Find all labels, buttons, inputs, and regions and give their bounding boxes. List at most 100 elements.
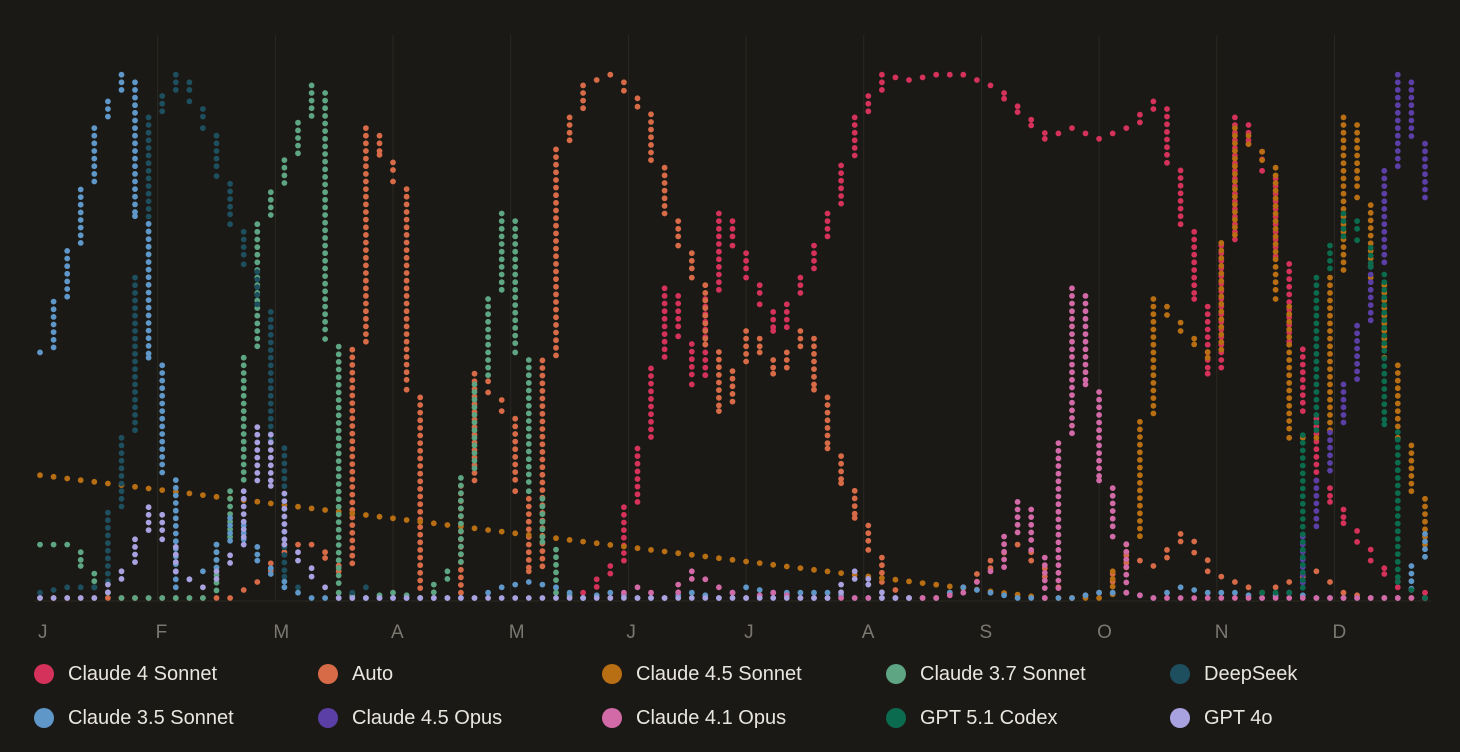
- data-point: [227, 488, 234, 495]
- data-point: [1286, 402, 1293, 409]
- data-point: [172, 559, 179, 565]
- data-point: [512, 302, 519, 308]
- data-point: [132, 186, 138, 193]
- data-point: [1313, 477, 1320, 484]
- data-point: [363, 193, 369, 200]
- data-point: [1041, 595, 1048, 601]
- data-point: [417, 547, 424, 553]
- data-point: [688, 250, 695, 257]
- x-tick-label: M: [509, 622, 525, 643]
- data-point: [335, 366, 342, 373]
- data-point: [1313, 454, 1320, 460]
- data-point: [132, 178, 138, 185]
- data-point: [553, 199, 559, 206]
- data-point: [91, 570, 98, 577]
- data-point: [1109, 515, 1116, 522]
- data-point: [539, 548, 546, 554]
- data-point: [688, 257, 695, 264]
- data-point: [1394, 436, 1401, 443]
- data-point: [1055, 493, 1062, 500]
- data-point: [743, 358, 749, 365]
- data-point: [145, 190, 152, 197]
- data-point: [267, 347, 274, 353]
- data-point: [254, 228, 261, 235]
- data-point: [1014, 514, 1021, 520]
- data-point: [1137, 510, 1143, 517]
- data-point: [254, 251, 261, 258]
- data-point: [1381, 259, 1388, 266]
- data-point: [240, 495, 247, 502]
- data-point: [634, 103, 641, 110]
- data-point: [349, 362, 356, 368]
- data-point: [702, 372, 709, 379]
- data-point: [132, 274, 138, 281]
- data-point: [458, 551, 464, 557]
- legend-swatch: [602, 708, 622, 728]
- data-point: [1381, 393, 1388, 400]
- data-point: [1394, 543, 1401, 550]
- data-point: [1299, 408, 1306, 414]
- data-point: [1327, 579, 1333, 585]
- data-point: [621, 511, 627, 518]
- data-point: [64, 584, 71, 591]
- data-point: [851, 510, 858, 517]
- data-point: [1137, 502, 1143, 509]
- data-point: [1069, 354, 1075, 360]
- data-point: [37, 541, 43, 548]
- data-point: [159, 93, 166, 99]
- data-point: [621, 543, 627, 550]
- data-point: [1232, 193, 1238, 200]
- legend-label: GPT 5.1 Codex: [920, 706, 1058, 729]
- data-point: [525, 549, 532, 556]
- data-point: [648, 126, 654, 133]
- data-point: [1299, 432, 1306, 438]
- data-point: [1041, 585, 1048, 591]
- data-point: [145, 354, 152, 361]
- data-point: [132, 351, 138, 357]
- data-point: [1232, 155, 1238, 162]
- data-point: [498, 248, 505, 255]
- data-point: [145, 297, 152, 303]
- data-point: [349, 453, 356, 460]
- data-point: [254, 343, 261, 350]
- data-point: [1232, 178, 1238, 185]
- data-point: [1137, 472, 1143, 479]
- data-point: [403, 346, 410, 353]
- data-point: [349, 415, 356, 422]
- data-point: [1218, 346, 1225, 353]
- data-point: [485, 311, 491, 318]
- data-point: [227, 530, 234, 537]
- data-point: [1218, 331, 1225, 338]
- data-point: [1164, 106, 1170, 112]
- data-point: [1218, 278, 1225, 284]
- data-point: [458, 582, 464, 588]
- data-point: [1177, 198, 1184, 204]
- data-point: [1327, 460, 1333, 466]
- data-point: [1245, 122, 1252, 128]
- data-point: [1001, 90, 1007, 96]
- data-point: [213, 132, 220, 139]
- data-point: [702, 282, 709, 289]
- data-point: [1340, 218, 1347, 225]
- data-point: [648, 365, 654, 372]
- data-point: [145, 343, 152, 349]
- data-point: [91, 132, 98, 139]
- data-point: [539, 503, 546, 510]
- data-point: [1082, 300, 1089, 307]
- data-point: [1327, 467, 1333, 474]
- data-point: [1001, 95, 1007, 102]
- data-point: [1055, 562, 1062, 569]
- data-point: [1394, 148, 1401, 154]
- data-point: [267, 400, 274, 407]
- data-point: [1422, 194, 1428, 201]
- data-point: [1245, 141, 1252, 148]
- data-point: [512, 446, 519, 453]
- data-point: [159, 415, 166, 422]
- data-point: [132, 125, 138, 131]
- data-point: [1164, 121, 1170, 128]
- data-point: [132, 201, 138, 208]
- data-point: [987, 589, 994, 596]
- data-point: [1191, 595, 1198, 601]
- data-point: [105, 547, 111, 554]
- data-point: [1286, 276, 1293, 282]
